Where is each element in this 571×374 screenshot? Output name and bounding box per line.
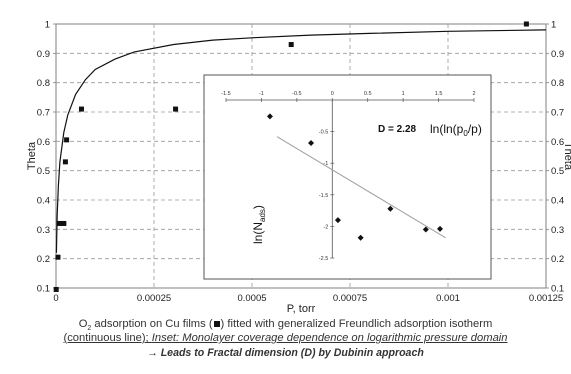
y-tick-label-right: 1: [551, 20, 556, 31]
inset-linear-fit-line: [276, 136, 446, 239]
caption-subscript: 2: [87, 325, 92, 333]
inset-annotation: D = 2.28: [378, 124, 417, 135]
y-axis-title-right: Theta: [562, 142, 571, 171]
y-tick-label: 0.7: [37, 108, 50, 119]
data-point-square: [523, 21, 529, 27]
inset-y-tick-label: -1: [323, 161, 328, 167]
inset-data-point-diamond: [266, 113, 273, 120]
y-tick-label: 0.2: [37, 254, 50, 265]
inset-x-axis-title: ln(ln(p0/p): [430, 122, 482, 138]
caption-line-2-part-b: Inset: Monolayer coverage dependence on …: [151, 332, 508, 344]
inset-x-tick-label: 1.5: [435, 91, 443, 97]
inset-y-tick-label: -0.5: [319, 130, 328, 136]
inset-x-title-part-2: /p): [468, 122, 482, 136]
y-tick-label-right: 0.3: [551, 225, 564, 236]
caption-line-1: O2 adsorption on Cu films ( ) fitted with…: [0, 318, 571, 335]
data-point-square: [64, 137, 70, 143]
inset-y-tick-label: -2.5: [319, 256, 328, 262]
x-axis-title: P, torr: [287, 303, 316, 315]
data-point-square: [53, 286, 59, 292]
inset-panel: [203, 74, 492, 280]
inset-y-title-part-1: ln(N: [251, 222, 265, 244]
caption-line-3: → Leads to Fractal dimension (D) by Dubi…: [0, 347, 571, 360]
caption-line-1-end: ) fitted with generalized Freundlich ads…: [220, 318, 493, 330]
main-fit-curve: [55, 29, 547, 253]
y-axis-title: Theta: [26, 141, 38, 170]
data-point-square: [173, 106, 179, 112]
y-tick-label-right: 0.4: [551, 196, 564, 207]
inset-data-point-diamond: [334, 217, 341, 224]
inset-data-point-diamond: [387, 205, 394, 212]
data-point-square: [61, 220, 67, 226]
y-tick-label: 0.4: [37, 196, 50, 207]
inset-data-points: [266, 113, 443, 241]
y-tick-label: 0.6: [37, 137, 50, 148]
caption-line-1-mid: adsorption on Cu films (: [91, 318, 213, 330]
y-tick-label: 0.1: [37, 284, 50, 295]
caption-line-2-part-a: (continuous line);: [63, 332, 152, 344]
y-tick-label-right: 0.1: [551, 284, 564, 295]
inset-x-tick-label: 1: [402, 91, 405, 97]
inset-fit-line: [276, 136, 446, 239]
y-tick-label-right: 0.5: [551, 166, 564, 177]
inset-x-tick-label: 0: [331, 91, 334, 97]
inset-data-point-diamond: [422, 226, 429, 233]
y-tick-label-right: 0.2: [551, 254, 564, 265]
inset-y-tick-label: -1.5: [319, 193, 328, 199]
inset-data-point-diamond: [436, 225, 443, 232]
y-tick-label: 0.5: [37, 166, 50, 177]
inset-y-axis-title: ln(Nads): [251, 205, 267, 244]
data-point-square: [78, 106, 84, 112]
y-tick-label-right: 0.9: [551, 49, 564, 60]
data-point-square: [55, 254, 61, 260]
inset-y-tick-label: -2: [323, 224, 328, 230]
inset-axes: [225, 98, 475, 259]
freundlich-fit-line: [55, 29, 547, 253]
x-tick-label: 0.00025: [137, 293, 171, 304]
x-tick-label: 0.0005: [237, 293, 266, 304]
inset-tick-labels: -1.5 -1 -0.5 0 0.5 1 1.5 2 -0.5 -1 -1.5 -2 -2.5: [221, 91, 475, 262]
y-tick-label-right: 0.8: [551, 78, 564, 89]
y-tick-label-right: 0.7: [551, 108, 564, 119]
inset-x-title-part-1: ln(ln(p: [430, 122, 464, 136]
y-tick-label: 0.8: [37, 78, 50, 89]
x-tick-label: 0.00075: [333, 293, 367, 304]
inset-x-tick-label: 0.5: [364, 91, 372, 97]
inset-x-title-subscript: 0: [463, 129, 468, 138]
main-data-points: [53, 21, 529, 292]
inset-x-tick-label: -1: [259, 91, 264, 97]
y-tick-label: 0.9: [37, 49, 50, 60]
legend-square-icon: [213, 321, 220, 328]
inset-y-title-subscript: ads: [258, 209, 267, 222]
caption-line-2: (continuous line); Inset: Monolayer cove…: [0, 332, 571, 345]
caption-o: O: [78, 318, 88, 330]
inset-x-tick-label: 2: [472, 91, 475, 97]
inset-y-title-part-2: ): [251, 205, 265, 209]
x-tick-label: 0: [53, 293, 58, 304]
y-tick-label: 0.3: [37, 225, 50, 236]
data-point-square: [62, 159, 68, 165]
x-tick-label: 0.001: [436, 293, 460, 304]
data-point-square: [57, 220, 63, 226]
inset-data-point-diamond: [308, 139, 315, 146]
x-tick-label: 0.00125: [529, 293, 563, 304]
y-tick-label-right: 0.6: [551, 137, 564, 148]
y-tick-label: 1: [45, 20, 50, 31]
caption-line-3-text: → Leads to Fractal dimension (D) by Dubi…: [147, 347, 424, 359]
inset-data-point-diamond: [357, 234, 364, 241]
data-point-square: [288, 42, 294, 48]
inset-x-tick-label: -1.5: [221, 91, 230, 97]
inset-x-tick-label: -0.5: [292, 91, 301, 97]
